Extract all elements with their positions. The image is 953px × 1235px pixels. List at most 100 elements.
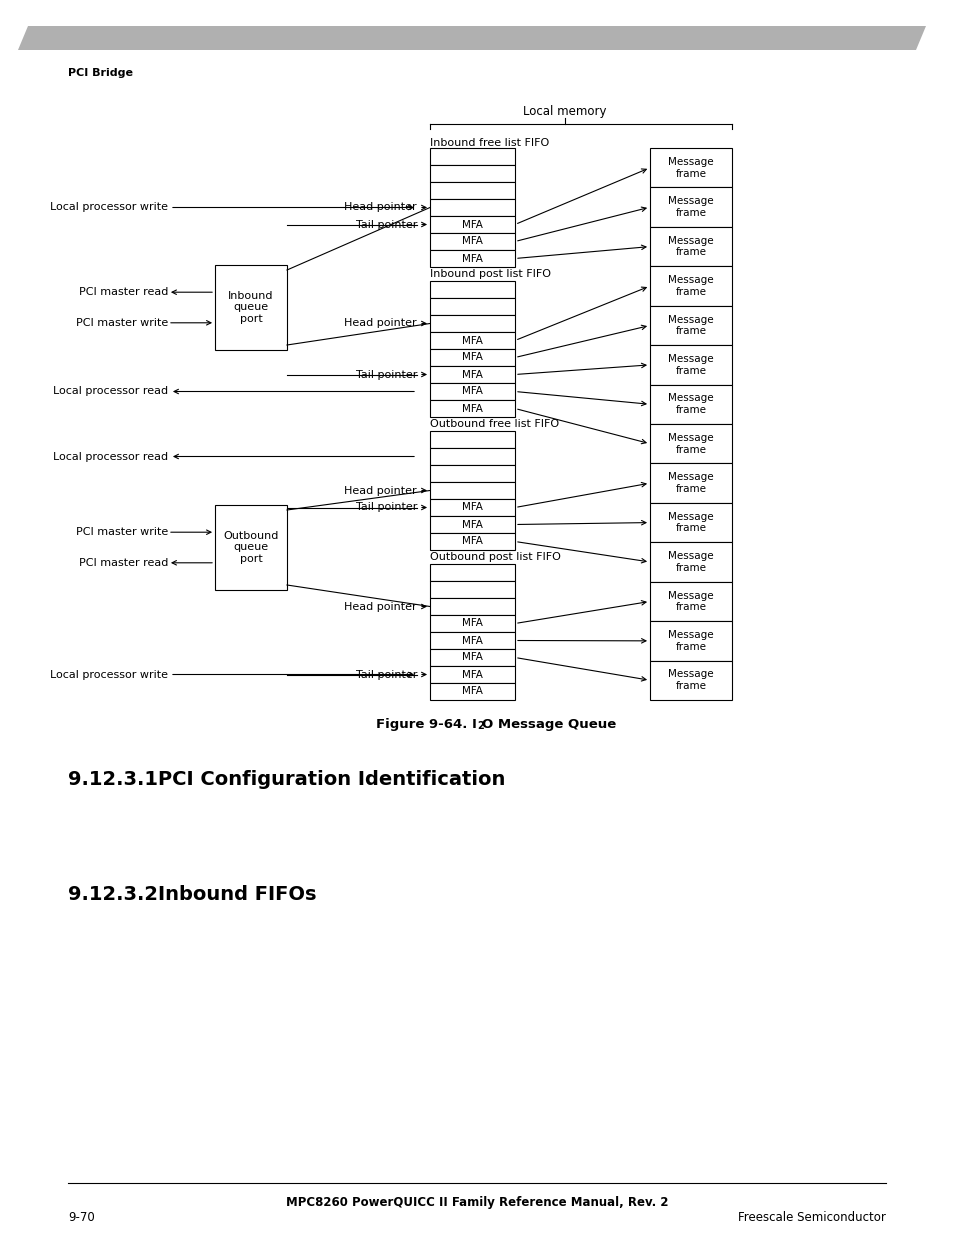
Text: Local processor read: Local processor read <box>52 387 168 396</box>
Bar <box>649 661 731 700</box>
Text: MFA: MFA <box>461 404 482 414</box>
Text: MFA: MFA <box>461 619 482 629</box>
Bar <box>649 503 731 542</box>
Text: Tail pointer: Tail pointer <box>355 669 416 679</box>
Bar <box>430 650 515 666</box>
Text: O Message Queue: O Message Queue <box>481 718 616 731</box>
Text: Message
frame: Message frame <box>667 590 713 613</box>
Bar <box>649 345 731 384</box>
Text: MFA: MFA <box>461 253 482 263</box>
Bar <box>430 466 515 482</box>
Text: MFA: MFA <box>461 336 482 346</box>
Text: MFA: MFA <box>461 536 482 547</box>
Text: 9.12.3.2: 9.12.3.2 <box>68 885 158 904</box>
Bar <box>649 148 731 188</box>
Bar <box>430 482 515 499</box>
Text: Message
frame: Message frame <box>667 433 713 454</box>
Text: Tail pointer: Tail pointer <box>355 220 416 230</box>
Bar <box>649 621 731 661</box>
Bar <box>430 632 515 650</box>
Bar <box>430 400 515 417</box>
Text: Local memory: Local memory <box>522 105 606 119</box>
Bar <box>430 315 515 332</box>
Text: Local processor write: Local processor write <box>50 203 168 212</box>
Text: Local processor read: Local processor read <box>52 452 168 462</box>
Bar <box>649 188 731 227</box>
Text: PCI master read: PCI master read <box>78 288 168 298</box>
Text: 9.12.3.1: 9.12.3.1 <box>68 769 158 789</box>
Text: 9-70: 9-70 <box>68 1212 94 1224</box>
Bar <box>430 580 515 598</box>
Text: Inbound FIFOs: Inbound FIFOs <box>158 885 316 904</box>
Bar <box>649 227 731 267</box>
Bar <box>430 182 515 199</box>
Text: 2: 2 <box>476 721 483 731</box>
Bar <box>430 516 515 534</box>
Text: MFA: MFA <box>461 387 482 396</box>
Bar <box>430 298 515 315</box>
Bar <box>649 463 731 503</box>
Text: Outbound
queue
port: Outbound queue port <box>223 531 278 564</box>
Bar <box>649 384 731 424</box>
Text: Outbound free list FIFO: Outbound free list FIFO <box>430 419 558 429</box>
Bar <box>649 542 731 582</box>
Text: MFA: MFA <box>461 636 482 646</box>
Bar <box>649 306 731 345</box>
Bar <box>430 448 515 466</box>
Bar <box>430 534 515 550</box>
Text: MFA: MFA <box>461 669 482 679</box>
Bar <box>430 366 515 383</box>
Text: PCI Bridge: PCI Bridge <box>68 68 132 78</box>
Text: Message
frame: Message frame <box>667 472 713 494</box>
Bar <box>430 165 515 182</box>
Bar <box>214 266 287 350</box>
Bar <box>430 233 515 249</box>
Polygon shape <box>18 26 925 49</box>
Text: MFA: MFA <box>461 220 482 230</box>
Bar <box>649 582 731 621</box>
Text: Message
frame: Message frame <box>667 275 713 296</box>
Text: MFA: MFA <box>461 520 482 530</box>
Text: Inbound post list FIFO: Inbound post list FIFO <box>430 269 551 279</box>
Bar <box>649 267 731 306</box>
Bar <box>649 424 731 463</box>
Text: Message
frame: Message frame <box>667 511 713 534</box>
Text: Head pointer: Head pointer <box>344 319 416 329</box>
Bar <box>430 249 515 267</box>
Text: Message
frame: Message frame <box>667 236 713 257</box>
Text: PCI Configuration Identification: PCI Configuration Identification <box>158 769 505 789</box>
Bar <box>430 199 515 216</box>
Text: Tail pointer: Tail pointer <box>355 503 416 513</box>
Text: Head pointer: Head pointer <box>344 601 416 611</box>
Bar <box>430 148 515 165</box>
Bar <box>430 666 515 683</box>
Bar <box>430 683 515 700</box>
Bar <box>214 505 287 590</box>
Text: Head pointer: Head pointer <box>344 203 416 212</box>
Text: Figure 9-64. I: Figure 9-64. I <box>375 718 476 731</box>
Text: Message
frame: Message frame <box>667 196 713 217</box>
Text: Message
frame: Message frame <box>667 354 713 375</box>
Text: MFA: MFA <box>461 236 482 247</box>
Text: MFA: MFA <box>461 503 482 513</box>
Text: PCI master read: PCI master read <box>78 558 168 568</box>
Text: Message
frame: Message frame <box>667 394 713 415</box>
Text: MFA: MFA <box>461 652 482 662</box>
Text: Head pointer: Head pointer <box>344 485 416 495</box>
Bar <box>430 350 515 366</box>
Text: Message
frame: Message frame <box>667 315 713 336</box>
Text: MFA: MFA <box>461 352 482 363</box>
Text: Local processor write: Local processor write <box>50 669 168 679</box>
Bar <box>430 216 515 233</box>
Bar <box>430 615 515 632</box>
Bar <box>430 282 515 298</box>
Text: Message
frame: Message frame <box>667 551 713 573</box>
Bar <box>430 431 515 448</box>
Text: Outbound post list FIFO: Outbound post list FIFO <box>430 552 560 562</box>
Bar <box>430 598 515 615</box>
Bar <box>430 564 515 580</box>
Text: Inbound free list FIFO: Inbound free list FIFO <box>430 138 549 148</box>
Text: MFA: MFA <box>461 687 482 697</box>
Text: Tail pointer: Tail pointer <box>355 369 416 379</box>
Bar <box>430 499 515 516</box>
